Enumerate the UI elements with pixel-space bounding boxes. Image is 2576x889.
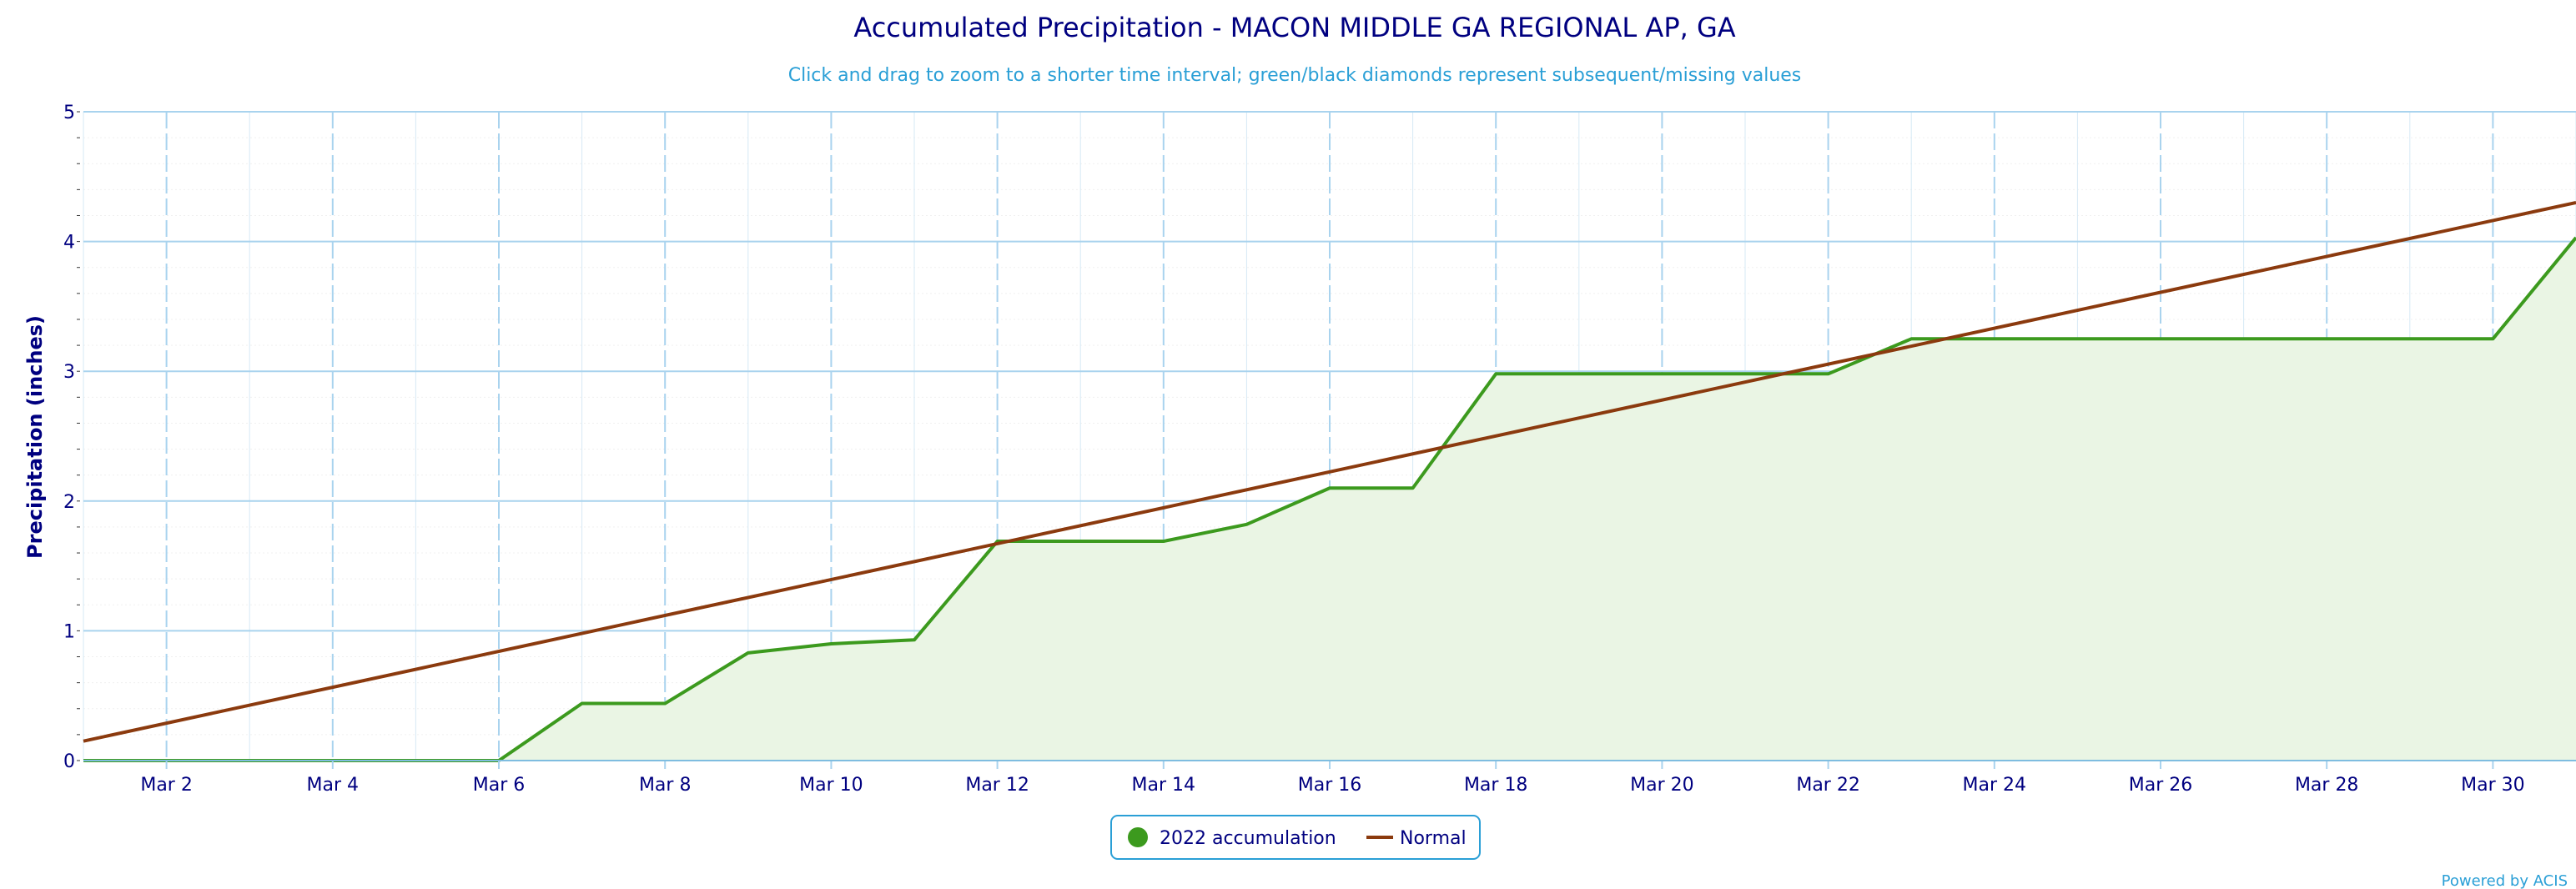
x-tick-label: Mar 18 [1464, 775, 1528, 796]
legend-marker-accumulation[interactable] [1128, 827, 1148, 847]
y-tick-label: 5 [63, 103, 75, 123]
legend-label-normal[interactable]: Normal [1400, 828, 1467, 849]
axes: 0 1 2 3 4 5 Mar 2 Mar 4 Mar 6 Mar 8 Mar 10 Mar 12 Ma… [63, 103, 2576, 796]
series-line-normal[interactable] [83, 200, 2576, 743]
credit-link[interactable]: Powered by ACIS [2442, 872, 2568, 889]
x-tick-label: Mar 10 [799, 775, 863, 796]
legend-label-accumulation[interactable]: 2022 accumulation [1160, 828, 1336, 849]
x-tick-label: Mar 28 [2295, 775, 2359, 796]
legend[interactable]: 2022 accumulation Normal [1110, 815, 1481, 860]
y-tick-label: 3 [63, 362, 75, 383]
x-tick-label: Mar 16 [1298, 775, 1362, 796]
x-tick-label: Mar 22 [1796, 775, 1860, 796]
y-tick-label: 0 [63, 751, 75, 772]
x-tick-label: Mar 8 [639, 775, 692, 796]
series-area-fill [83, 237, 2576, 761]
chart-subtitle: Click and drag to zoom to a shorter time… [788, 65, 1802, 86]
y-tick-label: 1 [63, 621, 75, 642]
legend-box [1110, 815, 1481, 860]
y-axis-label: Precipitation (inches) [23, 315, 47, 559]
x-tick-label: Mar 4 [307, 775, 360, 796]
x-tick-label: Mar 30 [2461, 775, 2525, 796]
x-tick-label: Mar 24 [1963, 775, 2027, 796]
x-tick-label: Mar 12 [965, 775, 1029, 796]
x-tick-label: Mar 2 [140, 775, 193, 796]
y-tick-label: 2 [63, 492, 75, 513]
x-tick-label: Mar 26 [2129, 775, 2193, 796]
x-tick-label: Mar 6 [473, 775, 526, 796]
x-tick-label: Mar 20 [1630, 775, 1694, 796]
x-tick-label: Mar 14 [1132, 775, 1196, 796]
chart-title: Accumulated Precipitation - MACON MIDDLE… [853, 12, 1735, 43]
y-tick-label: 4 [63, 233, 75, 254]
